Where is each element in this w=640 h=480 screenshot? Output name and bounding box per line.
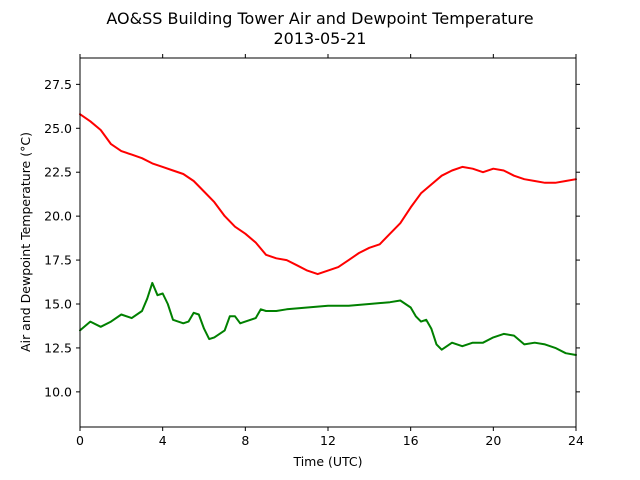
x-tick-label: 24 (568, 433, 584, 448)
x-axis: 0 4 8 12 16 20 24 (76, 54, 584, 448)
y-axis: 10.0 12.5 15.0 17.5 20.0 22.5 25.0 27.5 (44, 77, 580, 399)
x-tick-label: 20 (485, 433, 501, 448)
y-tick-label: 12.5 (44, 340, 72, 355)
x-tick-label: 4 (159, 433, 167, 448)
y-axis-label: Air and Dewpoint Temperature (°C) (18, 132, 33, 352)
x-tick-label: 8 (241, 433, 249, 448)
plot-frame (79, 57, 577, 428)
chart-subtitle: 2013-05-21 (274, 29, 367, 48)
x-tick-label: 0 (76, 433, 84, 448)
x-tick-label: 12 (320, 433, 336, 448)
y-tick-label: 10.0 (44, 384, 72, 399)
air-temperature-line (79, 113, 577, 276)
y-tick-label: 20.0 (44, 209, 72, 224)
y-tick-label: 22.5 (44, 165, 72, 180)
plot-series (79, 113, 577, 356)
dewpoint-temperature-line (79, 281, 577, 356)
y-tick-label: 17.5 (44, 253, 72, 268)
chart-title: AO&SS Building Tower Air and Dewpoint Te… (106, 9, 533, 28)
x-tick-label: 16 (403, 433, 419, 448)
x-axis-label: Time (UTC) (292, 454, 362, 469)
y-tick-label: 27.5 (44, 77, 72, 92)
y-tick-label: 15.0 (44, 297, 72, 312)
y-tick-label: 25.0 (44, 121, 72, 136)
